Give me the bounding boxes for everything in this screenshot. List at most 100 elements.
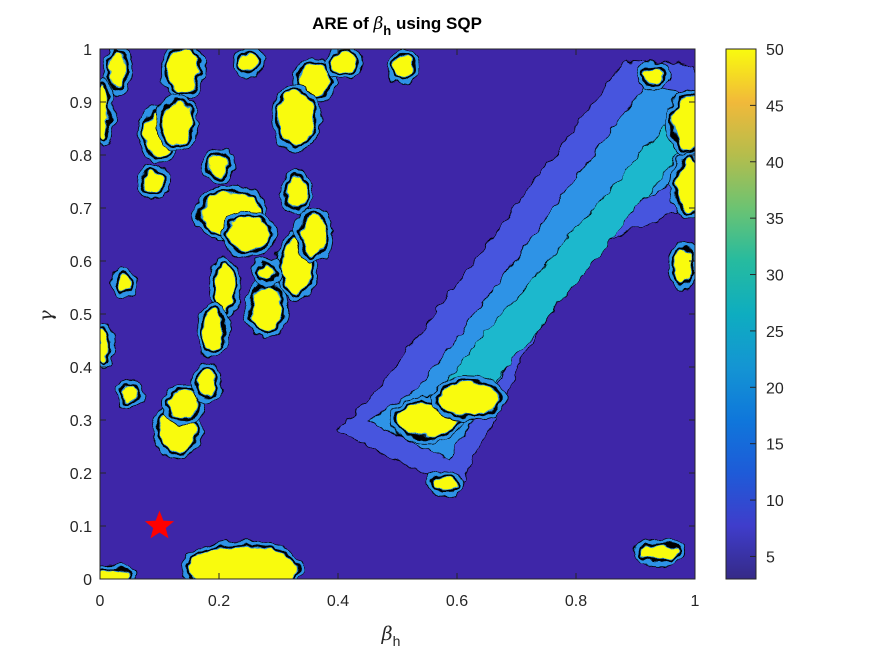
contour-region-high [198,369,217,397]
contour-line [671,93,695,153]
contour-line [391,53,416,82]
contour-plot-area [100,49,695,579]
contour-line [165,49,202,95]
contour-region-high [433,477,457,490]
x-tick-label: 0.8 [565,593,587,610]
colorbar-tick-label: 30 [766,268,784,285]
contour-line [674,157,695,217]
x-tick-label: 0.6 [446,593,468,610]
contour-region-high [439,382,499,415]
contour-region-high [162,102,193,145]
x-tick-label: 0.4 [327,593,349,610]
contour-region-high [677,160,695,214]
contour-line [430,474,461,494]
contour-region-high [394,56,413,79]
contour-line [100,567,133,579]
contour-line [100,326,112,365]
contour-line [186,544,300,579]
contour-region-high [332,51,356,73]
contour-line [107,49,129,92]
y-tick-label: 0.8 [70,148,92,165]
contour-region-high [641,546,678,559]
contour-region-high [168,49,199,92]
y-tick-label: 0.4 [70,360,92,377]
y-tick-label: 0.2 [70,466,92,483]
contour-region-high [644,67,663,84]
contour-line [436,379,502,418]
colorbar-tick-label: 10 [766,493,784,510]
colorbar-ticks: 5 10 15 20 25 30 35 40 45 50 [750,42,784,566]
contour-line [201,305,226,355]
contour-region-high [239,54,258,71]
y-tick-label: 0.6 [70,254,92,271]
contour-region-high [216,263,234,312]
contour-line [165,387,202,421]
chart-title: ARE of βh using SQP [312,14,482,38]
y-axis-label: γ [35,310,57,322]
colorbar-tick-label: 40 [766,155,784,172]
contour-regions [100,49,695,579]
contour-region-high [204,308,222,352]
contour-region-high [251,287,282,330]
y-tick-label: 0.3 [70,413,92,430]
y-tick-label: 0.9 [70,95,92,112]
contour-region-high [278,91,315,145]
x-tick-label: 1 [691,593,700,610]
x-tick-label: 0 [96,593,105,610]
x-axis-label: βh [381,623,401,649]
contour-line [256,260,277,283]
contour-region-high [100,571,130,579]
contour-region-high [674,96,695,150]
contour-region-high [110,51,125,89]
contour-line [114,271,133,294]
contour-region-high [117,274,130,291]
contour-line [328,49,359,76]
contour-line [159,98,196,148]
colorbar [725,48,757,580]
contour-region-high [287,176,306,209]
y-tick-label: 0.7 [70,201,92,218]
contour-line [119,382,140,405]
contour-region-high [122,385,137,402]
y-tick-label: 1 [83,42,92,59]
contour-region-high [210,155,228,177]
contour-line [275,88,318,148]
colorbar-tick-label: 25 [766,324,784,341]
contour-region-high [100,329,109,362]
contour-line [671,247,695,286]
contour-line [224,215,273,254]
x-axis-ticks: 0 0.2 0.4 0.6 0.8 1 [96,49,700,610]
contour-line [284,173,309,212]
y-axis-ticks: 0 0.1 0.2 0.3 0.4 0.5 0.6 0.7 0.8 0.9 1 [70,42,695,589]
contour-region-high [144,170,163,193]
contour-line [195,366,220,400]
contour-line [141,167,166,196]
contour-line [100,83,111,143]
contour-region-high [302,213,327,256]
star-marker [144,510,175,539]
colorbar-tick-label: 15 [766,437,784,454]
contour-line [638,543,681,562]
contour-region-high [259,263,274,280]
colorbar-tick-label: 5 [766,549,775,566]
contour-line [206,151,232,180]
contour-region-high [168,390,199,418]
y-tick-label: 0.1 [70,519,92,536]
contour-region-high [227,218,270,251]
x-tick-label: 0.2 [208,593,230,610]
contour-region-high [674,250,693,283]
contour-line [236,51,261,74]
diagonal-band [337,59,695,491]
colorbar-tick-label: 45 [766,98,784,115]
marker-layer [144,510,175,539]
contour-region-high [100,86,108,140]
contour-region-high [189,547,297,579]
y-tick-label: 0.5 [70,307,92,324]
colorbar-tick-label: 50 [766,42,784,59]
y-tick-label: 0 [83,572,92,589]
colorbar-tick-label: 35 [766,211,784,228]
contour-line [299,210,330,259]
contour-line [641,64,666,87]
colorbar-tick-label: 20 [766,380,784,397]
